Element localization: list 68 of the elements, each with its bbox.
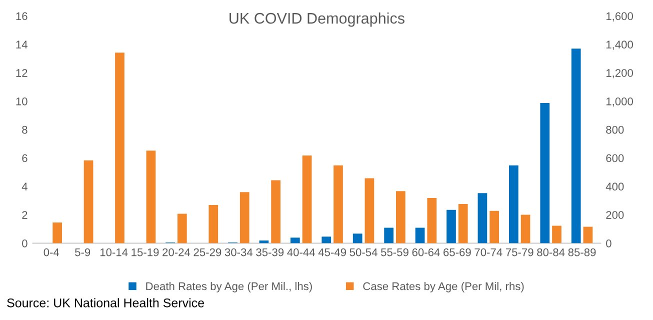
x-tick-label: 35-39	[256, 248, 284, 256]
bar	[490, 210, 499, 244]
bar	[396, 191, 406, 244]
x-tick-label: 45-49	[318, 248, 346, 256]
bar	[208, 205, 218, 244]
y2-tick-label: 800	[606, 126, 624, 134]
bar	[458, 204, 468, 244]
bar	[271, 180, 280, 244]
y-tick-label: 0	[22, 239, 28, 248]
bar	[583, 226, 593, 244]
bar	[552, 226, 562, 244]
y-tick-label: 8	[22, 126, 28, 134]
bar	[478, 193, 488, 244]
x-tick-label: 85-89	[568, 248, 596, 256]
bar	[415, 228, 425, 244]
y-tick-label: 10	[16, 97, 28, 106]
legend-label: Death Rates by Age (Per Mil., lhs)	[146, 282, 312, 292]
bar	[322, 236, 332, 244]
bar	[290, 238, 300, 244]
source-note: Source: UK National Health Service	[7, 298, 204, 308]
y-tick-label: 12	[16, 69, 28, 77]
x-tick-label: 60-64	[412, 248, 440, 256]
x-tick-label: 50-54	[350, 248, 378, 256]
y2-tick-label: 400	[606, 182, 624, 191]
x-tick-label: 70-74	[474, 248, 502, 256]
y2-tick-label: 1,600	[606, 12, 633, 22]
bar	[177, 214, 187, 244]
x-tick-label: 25-29	[194, 248, 222, 256]
y-tick-label: 6	[22, 154, 28, 162]
bar	[334, 165, 343, 244]
bar	[364, 178, 374, 244]
x-tick-label: 80-84	[537, 248, 565, 256]
x-tick-label: 75-79	[506, 248, 534, 256]
bar	[427, 198, 437, 244]
bar	[115, 52, 124, 244]
chart-title: UK COVID Demographics	[230, 12, 404, 27]
x-tick-label: 5-9	[75, 248, 90, 256]
x-tick-label: 15-19	[132, 248, 159, 256]
bar	[352, 234, 362, 244]
x-tick-label: 20-24	[162, 248, 190, 256]
legend-label: Case Rates by Age (Per Mil, rhs)	[363, 282, 524, 292]
bar	[384, 228, 394, 244]
bar	[508, 165, 518, 244]
x-tick-label: 30-34	[224, 248, 253, 256]
y2-tick-label: 1,400	[606, 40, 633, 50]
bar	[240, 192, 250, 244]
bar	[540, 103, 550, 244]
y-tick-label: 14	[16, 40, 28, 48]
y2-tick-label: 0	[606, 239, 612, 248]
y2-tick-label: 1,000	[606, 97, 633, 107]
bar	[84, 160, 94, 244]
y2-tick-label: 600	[606, 154, 624, 162]
x-tick-label: 10-14	[100, 248, 128, 256]
x-tick-label: 40-44	[287, 248, 315, 256]
bar	[302, 155, 312, 244]
y2-tick-label: 200	[606, 211, 624, 219]
x-tick-label: 55-59	[380, 248, 408, 256]
y-tick-label: 4	[22, 182, 28, 190]
y2-tick-label: 1,200	[606, 69, 633, 78]
y-tick-label: 16	[16, 12, 28, 20]
x-tick-label: 0-4	[44, 248, 60, 256]
y-tick-label: 2	[22, 211, 28, 219]
bar	[571, 48, 581, 244]
bar	[146, 150, 156, 244]
bar	[520, 214, 530, 244]
bar	[52, 222, 62, 244]
bar	[446, 210, 456, 244]
x-tick-label: 65-69	[444, 248, 471, 256]
